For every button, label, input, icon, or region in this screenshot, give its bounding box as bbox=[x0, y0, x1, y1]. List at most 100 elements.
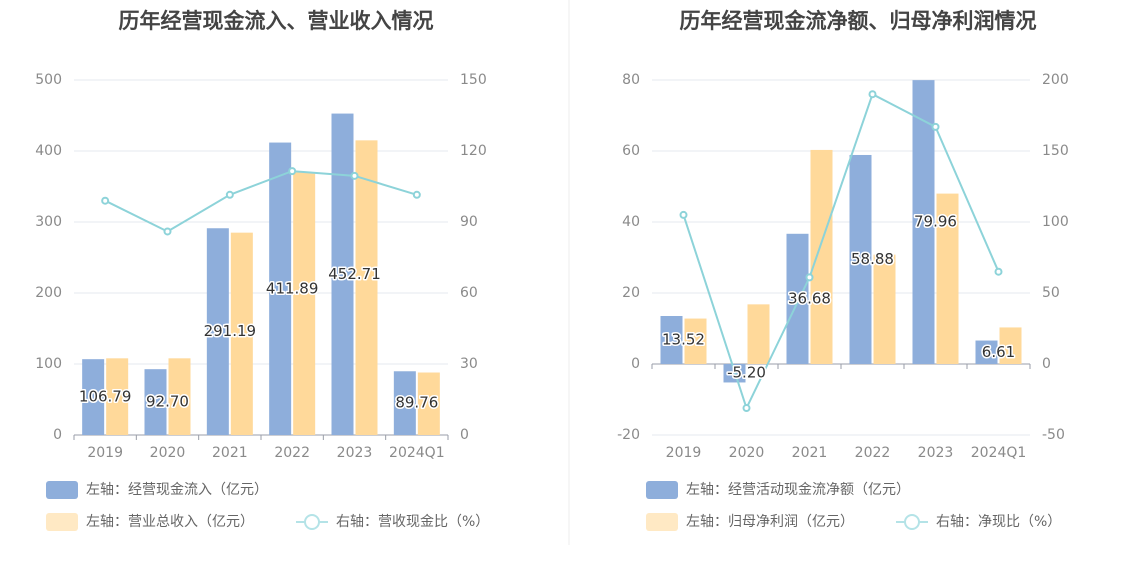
data-label: 79.96 bbox=[914, 213, 957, 231]
legend-item: 右轴：净现比（%） bbox=[896, 514, 1061, 530]
cash-inflow-revenue-chart: 历年经营现金流入、营业收入情况 0 0 100 30 200 60 300 90 400 120 50… bbox=[35, 9, 489, 531]
legend-item: 左轴：营业总收入（亿元） bbox=[46, 513, 254, 531]
bar-series-2 bbox=[999, 327, 1022, 364]
y-right-tick: 0 bbox=[1042, 356, 1051, 372]
bar-series-2 bbox=[936, 193, 959, 364]
x-tick-label: 2019 bbox=[87, 445, 123, 461]
x-tick-label: 2023 bbox=[918, 445, 954, 461]
y-left-tick: 500 bbox=[35, 72, 62, 88]
x-tick-label: 2020 bbox=[150, 445, 186, 461]
y-left-tick: 20 bbox=[622, 285, 640, 301]
line-point bbox=[163, 227, 172, 236]
y-left-tick: 0 bbox=[631, 356, 640, 372]
y-right-tick: 90 bbox=[460, 214, 478, 230]
bar-series-1 bbox=[975, 340, 998, 364]
x-tick-label: 2022 bbox=[855, 445, 891, 461]
y-right-tick: 50 bbox=[1042, 285, 1060, 301]
bar-series-2 bbox=[230, 232, 253, 435]
y-left-tick: -20 bbox=[617, 427, 640, 443]
bar-series-2 bbox=[810, 149, 833, 364]
y-left-tick: 40 bbox=[622, 214, 640, 230]
bar-series-2 bbox=[355, 140, 378, 435]
bar-series-1 bbox=[912, 80, 935, 364]
legend-swatch bbox=[646, 513, 678, 531]
line-point bbox=[931, 122, 940, 131]
bar-series-1 bbox=[269, 142, 292, 435]
line-point bbox=[994, 267, 1003, 276]
legend-label: 右轴：净现比（%） bbox=[936, 514, 1061, 530]
legend-item: 右轴：营收现金比（%） bbox=[296, 514, 489, 530]
legend-label: 左轴：经营现金流入（亿元） bbox=[86, 482, 268, 498]
line-point bbox=[225, 190, 234, 199]
data-label: 58.88 bbox=[851, 250, 894, 268]
x-tick-label: 2024Q1 bbox=[971, 445, 1027, 461]
data-label: 92.70 bbox=[146, 393, 189, 411]
net-cashflow-profit-chart: 历年经营现金流净额、归母净利润情况 -20 -50 0 0 20 50 40 100 60 150 8… bbox=[617, 9, 1069, 531]
chart-title: 历年经营现金流净额、归母净利润情况 bbox=[680, 9, 1037, 33]
data-label: 89.76 bbox=[395, 394, 438, 412]
line-series bbox=[104, 170, 418, 233]
x-tick-label: 2021 bbox=[212, 445, 248, 461]
y-left-tick: 200 bbox=[35, 285, 62, 301]
legend-item: 左轴：归母净利润（亿元） bbox=[646, 513, 854, 531]
bar-series-2 bbox=[293, 172, 316, 436]
data-label: 36.68 bbox=[788, 289, 831, 307]
legend-label: 左轴：经营活动现金流净额（亿元） bbox=[686, 482, 910, 498]
x-tick-label: 2022 bbox=[274, 445, 310, 461]
data-label: -5.20 bbox=[727, 364, 766, 382]
bar-series-2 bbox=[106, 358, 129, 435]
y-left-tick: 0 bbox=[53, 427, 62, 443]
legend-swatch-marker bbox=[904, 514, 920, 530]
bar-series-1 bbox=[82, 359, 105, 435]
legend-swatch bbox=[46, 481, 78, 499]
x-tick-label: 2019 bbox=[666, 445, 702, 461]
y-right-tick: 200 bbox=[1042, 72, 1069, 88]
y-right-tick: -50 bbox=[1042, 427, 1065, 443]
x-tick-label: 2024Q1 bbox=[389, 445, 445, 461]
y-right-tick: 150 bbox=[1042, 143, 1069, 159]
y-left-tick: 300 bbox=[35, 214, 62, 230]
y-left-tick: 80 bbox=[622, 72, 640, 88]
y-right-tick: 60 bbox=[460, 285, 478, 301]
data-label: 452.71 bbox=[328, 265, 381, 283]
y-right-tick: 120 bbox=[460, 143, 487, 159]
line-point bbox=[805, 273, 814, 282]
bar-series-1 bbox=[206, 228, 229, 435]
bar-series-2 bbox=[684, 318, 707, 364]
y-left-tick: 400 bbox=[35, 143, 62, 159]
bar-series-2 bbox=[747, 304, 770, 364]
x-tick-label: 2020 bbox=[729, 445, 765, 461]
data-label: 6.61 bbox=[982, 343, 1015, 361]
data-label: 411.89 bbox=[266, 279, 319, 297]
bar-series-1 bbox=[849, 154, 872, 364]
y-left-tick: 100 bbox=[35, 356, 62, 372]
bar-series-1 bbox=[660, 316, 683, 364]
bar-series-1 bbox=[331, 113, 354, 435]
line-point bbox=[101, 196, 110, 205]
y-left-tick: 60 bbox=[622, 143, 640, 159]
y-right-tick: 100 bbox=[1042, 214, 1069, 230]
legend-swatch bbox=[46, 513, 78, 531]
chart-title: 历年经营现金流入、营业收入情况 bbox=[119, 9, 434, 33]
y-right-tick: 30 bbox=[460, 356, 478, 372]
bar-series-1 bbox=[786, 233, 809, 364]
line-point bbox=[868, 90, 877, 99]
line-point bbox=[412, 190, 421, 199]
x-tick-label: 2021 bbox=[792, 445, 828, 461]
line-series bbox=[682, 92, 1000, 411]
data-label: 13.52 bbox=[662, 331, 705, 349]
bar-series-1 bbox=[393, 371, 416, 435]
legend-label: 左轴：营业总收入（亿元） bbox=[86, 514, 254, 530]
bar-series-2 bbox=[417, 372, 440, 435]
data-label: 291.19 bbox=[204, 322, 257, 340]
line-point bbox=[288, 167, 297, 176]
x-tick-label: 2023 bbox=[337, 445, 373, 461]
legend-swatch-marker bbox=[304, 514, 320, 530]
legend-label: 右轴：营收现金比（%） bbox=[336, 514, 489, 530]
legend-item: 左轴：经营现金流入（亿元） bbox=[46, 481, 268, 499]
bar-series-2 bbox=[168, 358, 191, 435]
y-right-tick: 150 bbox=[460, 72, 487, 88]
line-point bbox=[350, 171, 359, 180]
legend-swatch bbox=[646, 481, 678, 499]
